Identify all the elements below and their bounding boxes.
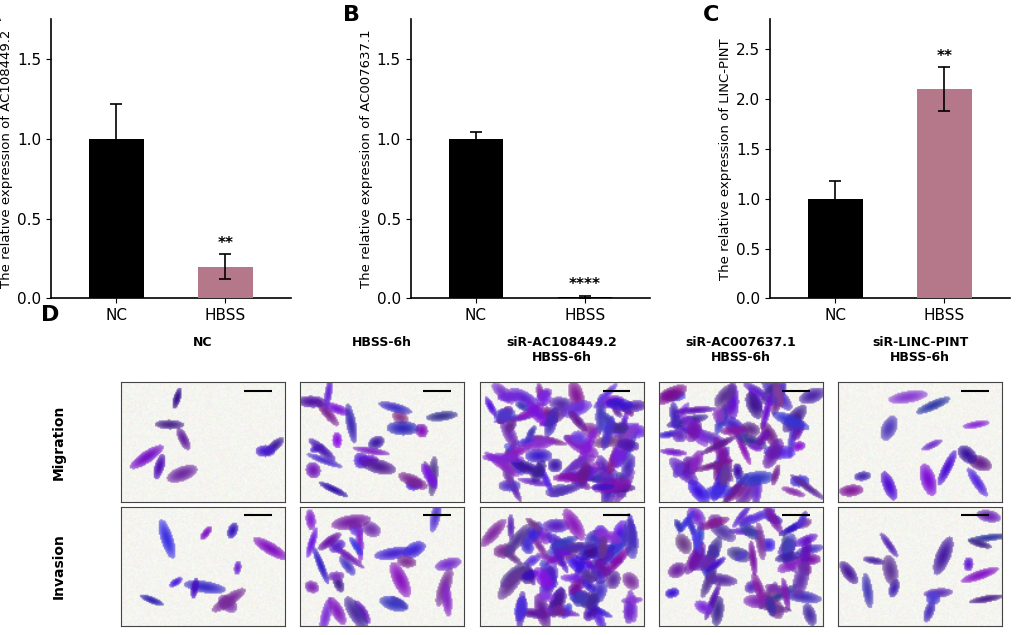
Text: **: ** bbox=[935, 49, 952, 64]
Bar bbox=[557, 297, 611, 298]
Y-axis label: The relative expression of AC007637.1: The relative expression of AC007637.1 bbox=[359, 29, 372, 288]
Bar bbox=[916, 89, 971, 298]
Bar bbox=[448, 139, 502, 298]
Y-axis label: The relative expression of AC108449.2: The relative expression of AC108449.2 bbox=[0, 30, 13, 288]
Text: siR-AC108449.2
HBSS-6h: siR-AC108449.2 HBSS-6h bbox=[505, 336, 616, 364]
Text: NC: NC bbox=[193, 336, 213, 349]
Bar bbox=[198, 267, 253, 298]
Text: **: ** bbox=[217, 236, 233, 251]
Text: C: C bbox=[702, 5, 718, 25]
Bar bbox=[807, 199, 862, 298]
Text: A: A bbox=[0, 5, 1, 25]
Text: HBSS-6h: HBSS-6h bbox=[352, 336, 412, 349]
Text: ****: **** bbox=[569, 277, 600, 292]
Text: Migration: Migration bbox=[52, 404, 65, 479]
Y-axis label: The relative expression of LINC-PINT: The relative expression of LINC-PINT bbox=[718, 38, 732, 279]
Text: D: D bbox=[42, 305, 60, 325]
Text: Invasion: Invasion bbox=[52, 533, 65, 599]
Text: siR-LINC-PINT
HBSS-6h: siR-LINC-PINT HBSS-6h bbox=[871, 336, 967, 364]
Bar bbox=[89, 139, 144, 298]
Text: siR-AC007637.1
HBSS-6h: siR-AC007637.1 HBSS-6h bbox=[685, 336, 796, 364]
Text: B: B bbox=[343, 5, 360, 25]
